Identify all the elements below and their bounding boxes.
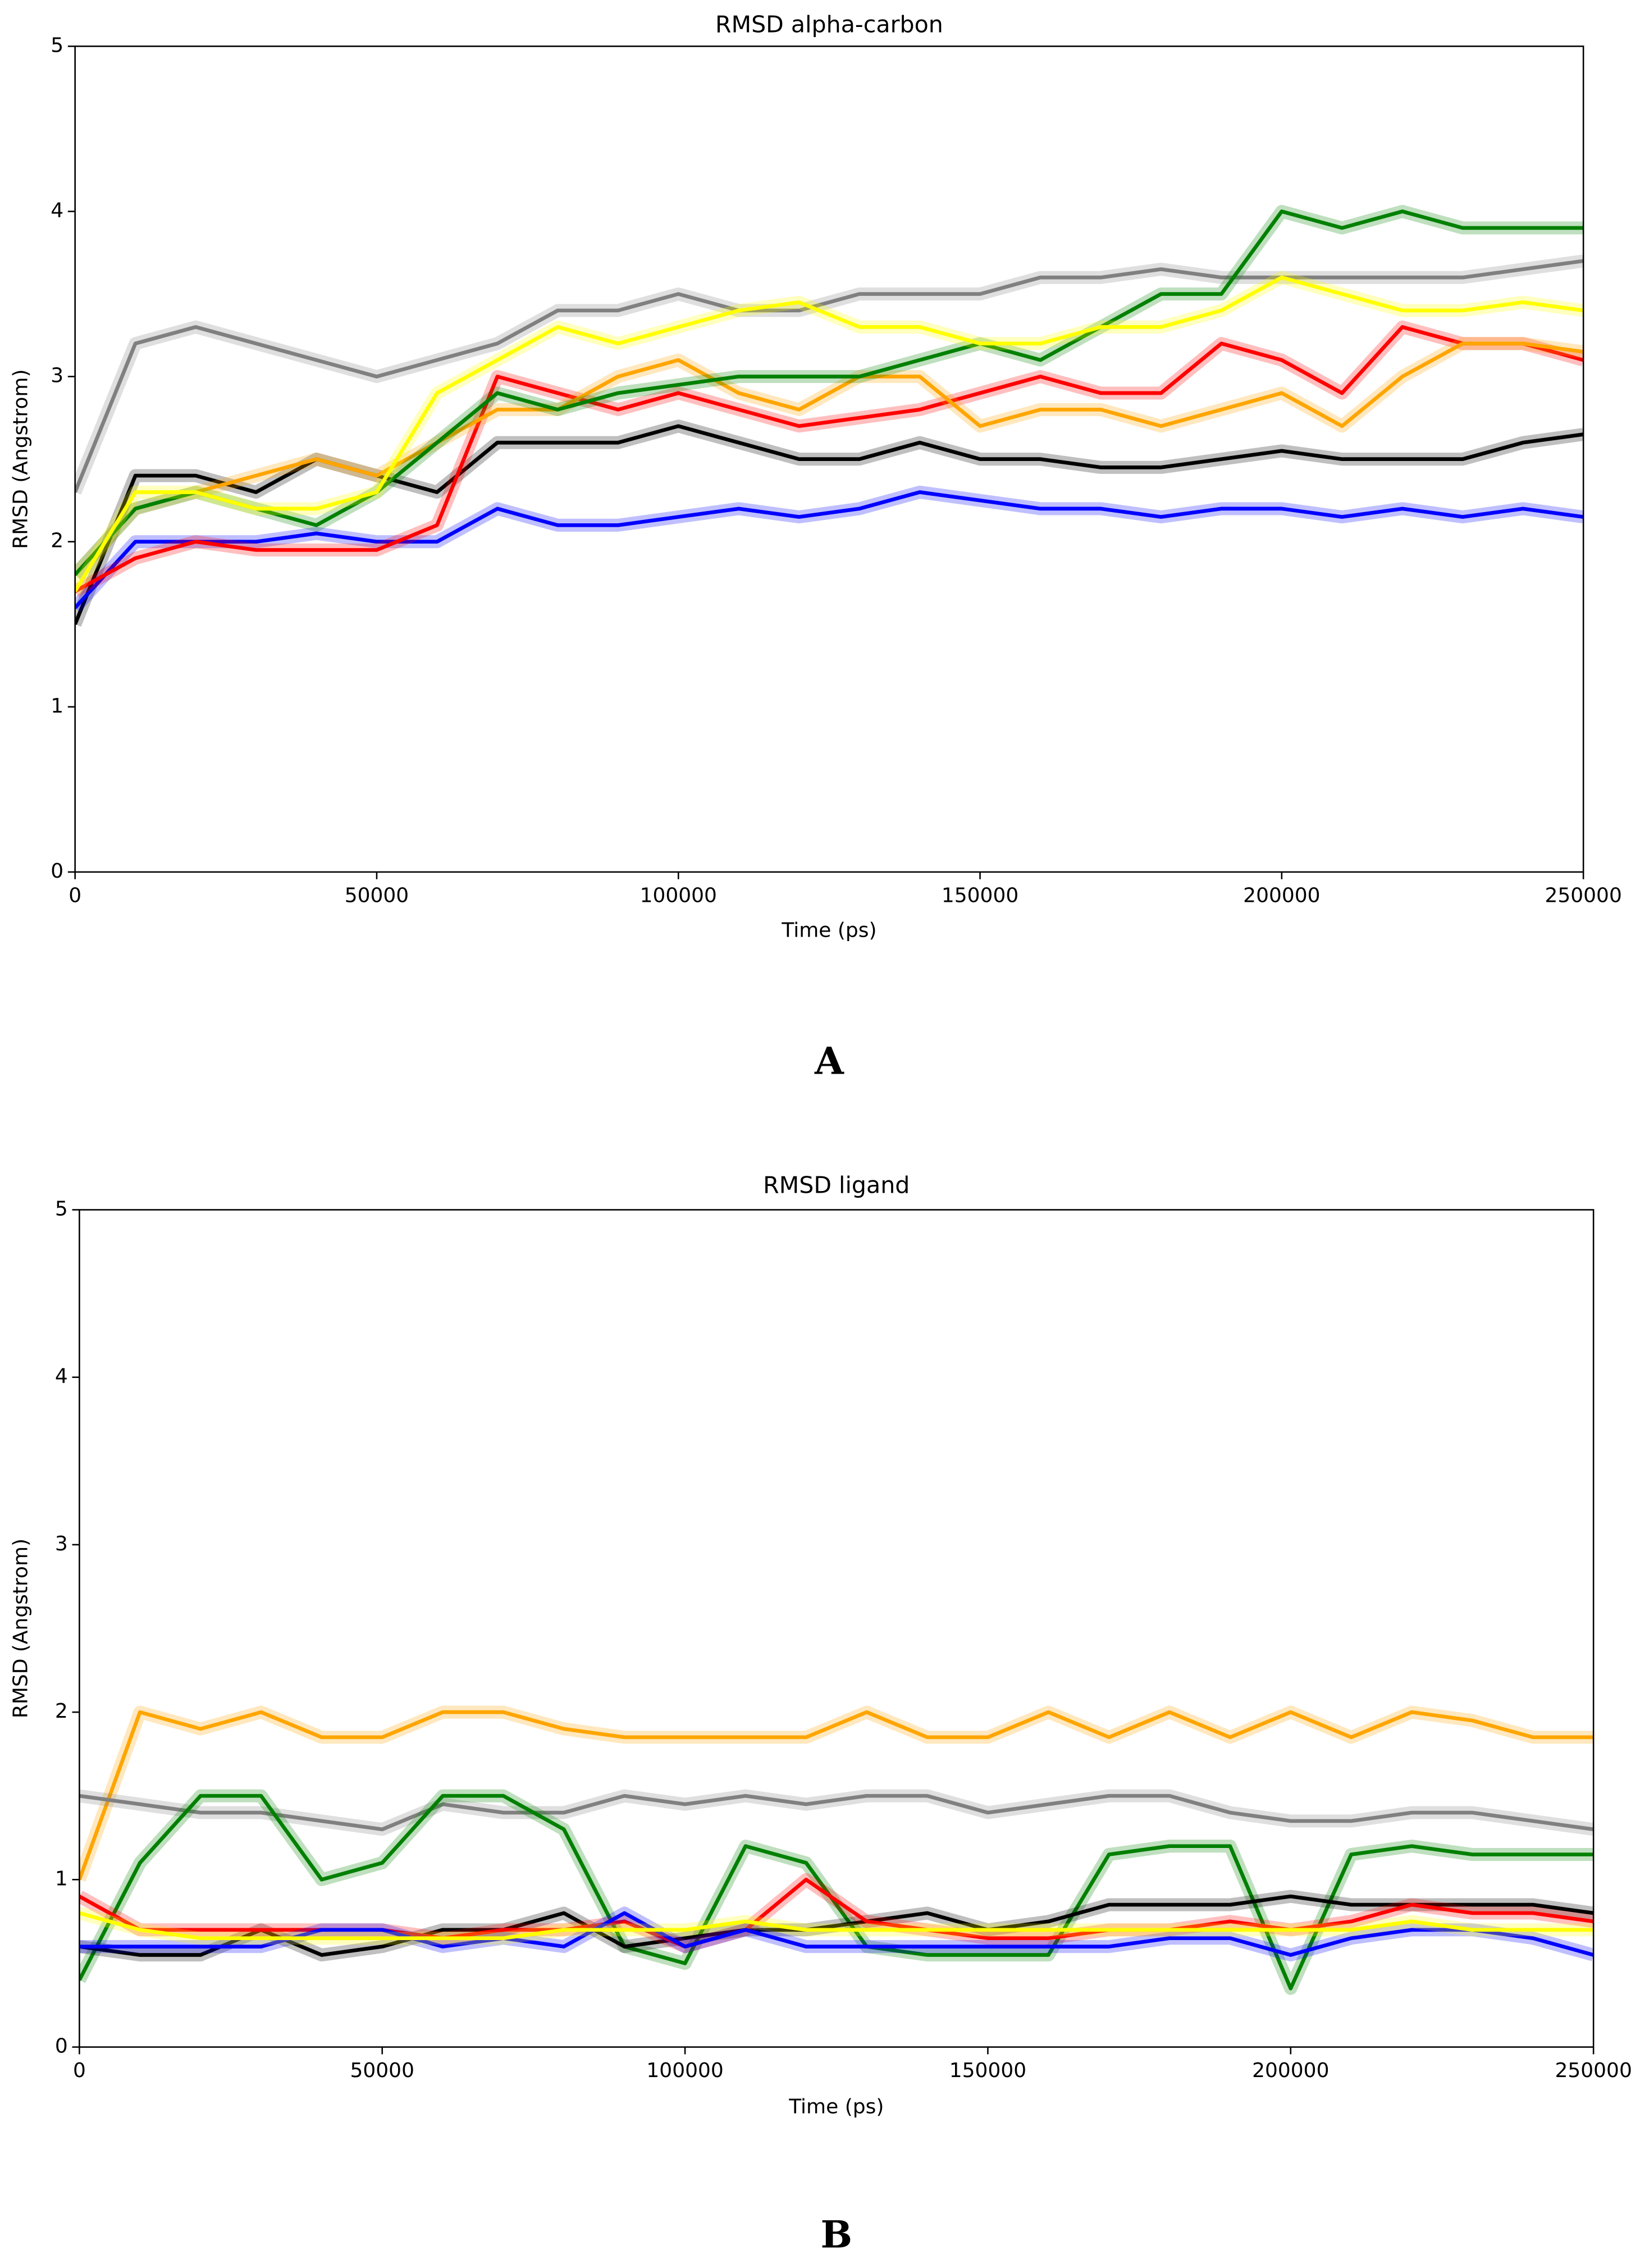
chart-title: RMSD alpha-carbon	[715, 11, 943, 38]
series-line	[79, 1911, 1594, 1941]
x-tick-label: 200000	[1252, 2059, 1329, 2082]
x-tick-label: 250000	[1555, 2059, 1631, 2082]
plot-frame	[74, 45, 1584, 873]
series-line	[79, 1911, 1594, 1957]
y-axis-label: RMSD (Angstrom)	[10, 369, 33, 549]
panel-label: A	[814, 1038, 844, 1083]
panel-label: B	[821, 2212, 852, 2256]
x-tick-label: 50000	[345, 884, 409, 907]
x-tick-label: 0	[68, 884, 81, 907]
series-line	[79, 1794, 1594, 1991]
y-tick-label: 3	[51, 364, 63, 387]
y-tick-label: 4	[55, 1365, 68, 1388]
series-line	[75, 341, 1584, 576]
y-tick-label: 0	[55, 2035, 68, 2058]
y-tick-label: 2	[55, 1700, 68, 1723]
y-tick-label: 5	[51, 34, 63, 57]
y-tick-label: 3	[55, 1532, 68, 1555]
x-tick-label: 150000	[942, 884, 1018, 907]
x-tick-label: 0	[73, 2059, 86, 2082]
y-tick-label: 2	[51, 530, 63, 553]
series-line	[75, 209, 1584, 576]
series-line	[75, 490, 1584, 609]
x-tick-label: 50000	[350, 2059, 414, 2082]
plot-frame	[79, 1209, 1595, 2048]
series-line	[79, 1794, 1594, 1832]
chart-title: RMSD ligand	[763, 1171, 910, 1198]
y-tick-label: 4	[51, 199, 63, 222]
x-tick-label: 250000	[1545, 884, 1621, 907]
y-tick-label: 1	[51, 695, 63, 718]
y-tick-label: 5	[55, 1197, 68, 1220]
series-line	[75, 325, 1584, 593]
series-line	[79, 1894, 1594, 1957]
y-tick-label: 1	[55, 1867, 68, 1890]
series-line	[79, 1710, 1594, 1881]
x-tick-label: 200000	[1243, 884, 1320, 907]
x-tick-label: 150000	[949, 2059, 1026, 2082]
series-line	[75, 259, 1584, 493]
y-tick-label: 0	[51, 860, 63, 883]
x-axis-label: Time (ps)	[781, 919, 876, 942]
x-tick-label: 100000	[640, 884, 717, 907]
y-axis-label: RMSD (Angstrom)	[10, 1539, 33, 1718]
x-axis-label: Time (ps)	[788, 2096, 884, 2119]
series-line	[75, 275, 1584, 592]
x-tick-label: 100000	[646, 2059, 723, 2082]
